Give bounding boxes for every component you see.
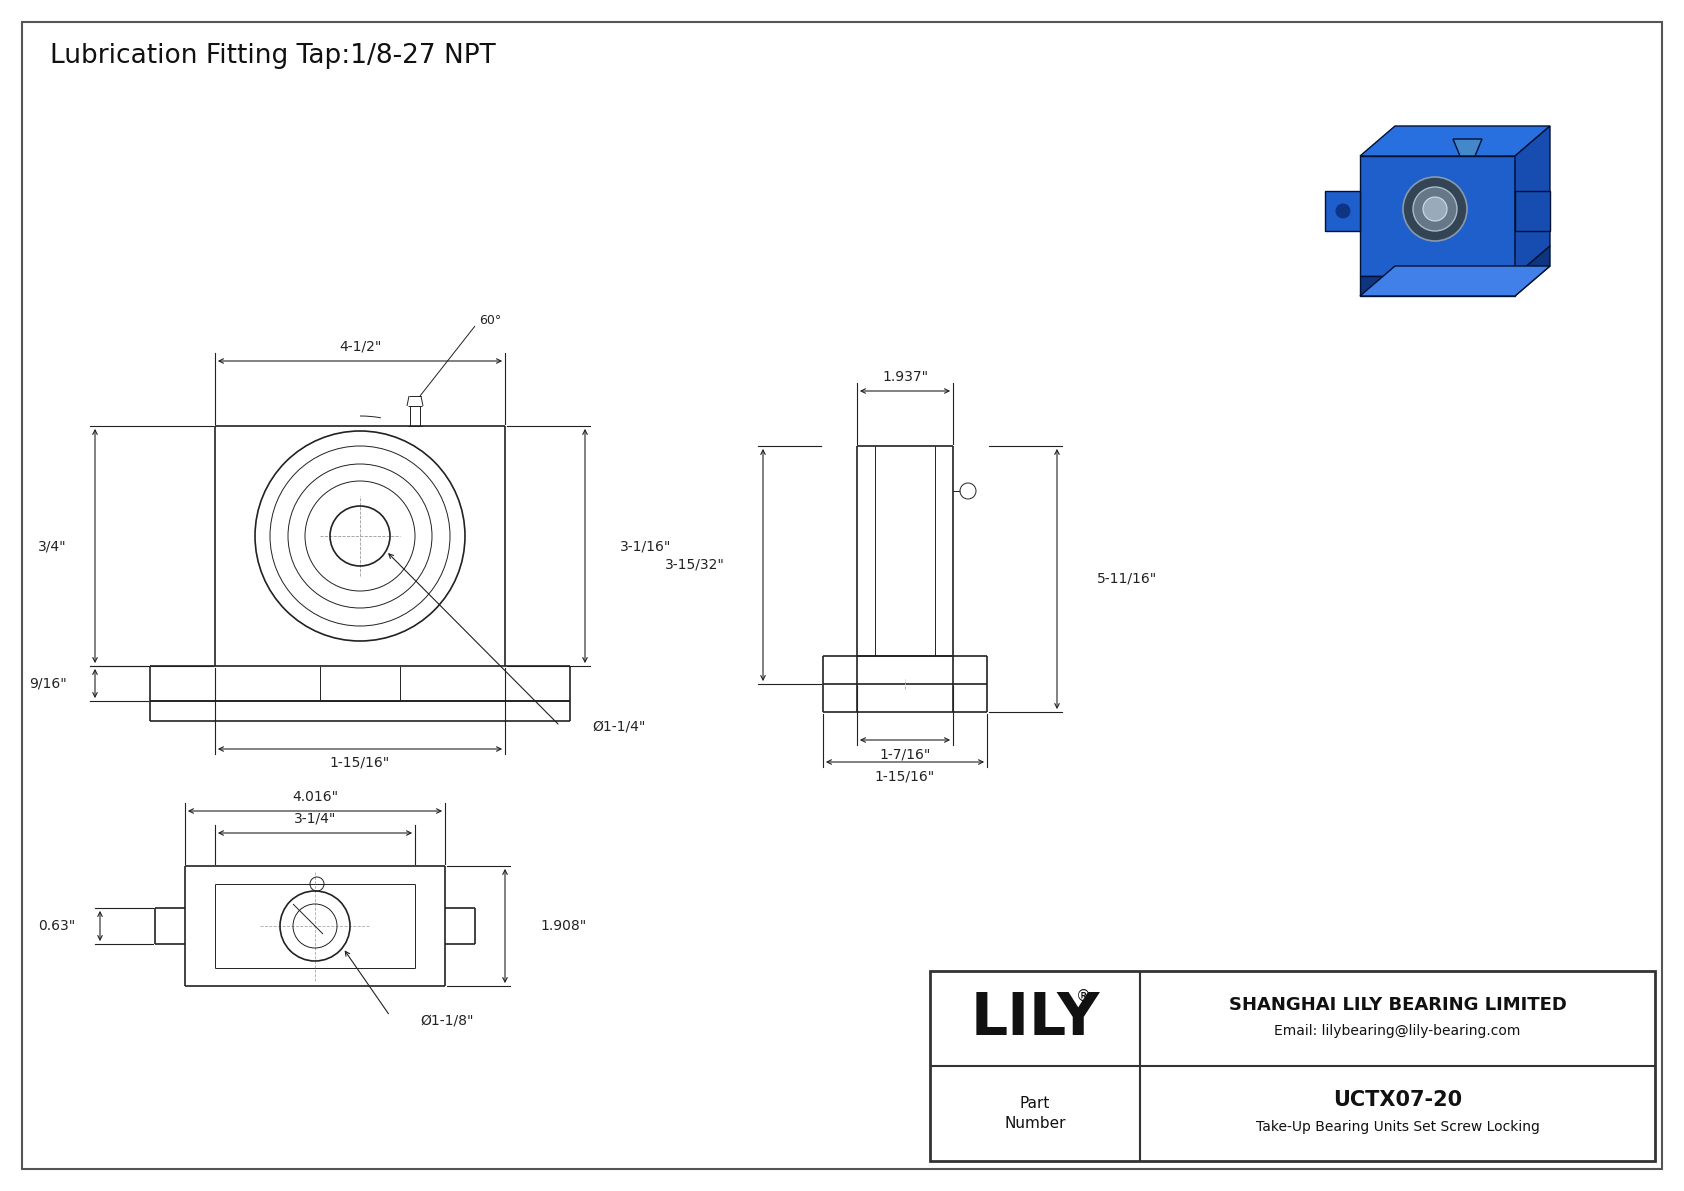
Text: Lubrication Fitting Tap:1/8-27 NPT: Lubrication Fitting Tap:1/8-27 NPT xyxy=(51,43,495,69)
Text: UCTX07-20: UCTX07-20 xyxy=(1334,1090,1462,1110)
Polygon shape xyxy=(1361,156,1516,276)
Text: 9/16": 9/16" xyxy=(29,676,67,691)
Text: Take-Up Bearing Units Set Screw Locking: Take-Up Bearing Units Set Screw Locking xyxy=(1256,1121,1539,1135)
Text: Ø1-1/8": Ø1-1/8" xyxy=(419,1014,473,1028)
Text: 1-15/16": 1-15/16" xyxy=(330,756,391,771)
Text: 0.63": 0.63" xyxy=(37,919,76,933)
Polygon shape xyxy=(1361,126,1549,156)
Text: 3/4": 3/4" xyxy=(39,540,67,553)
Polygon shape xyxy=(1516,191,1549,231)
Text: 3-15/32": 3-15/32" xyxy=(665,559,726,572)
Circle shape xyxy=(1403,177,1467,241)
Text: 1.937": 1.937" xyxy=(882,370,928,384)
Polygon shape xyxy=(1361,276,1516,297)
Polygon shape xyxy=(1516,247,1549,297)
Polygon shape xyxy=(1361,266,1549,297)
Text: 1-7/16": 1-7/16" xyxy=(879,747,931,761)
Circle shape xyxy=(1423,197,1447,222)
Text: 1.908": 1.908" xyxy=(541,919,586,933)
Circle shape xyxy=(1413,187,1457,231)
Circle shape xyxy=(1335,204,1351,218)
Text: Email: lilybearing@lily-bearing.com: Email: lilybearing@lily-bearing.com xyxy=(1275,1023,1521,1037)
Text: ®: ® xyxy=(1076,989,1091,1004)
Text: Part
Number: Part Number xyxy=(1004,1096,1066,1131)
Text: Ø1-1/4": Ø1-1/4" xyxy=(593,719,645,732)
Text: LILY: LILY xyxy=(970,990,1100,1047)
Polygon shape xyxy=(1325,191,1361,231)
Text: 4.016": 4.016" xyxy=(291,790,338,804)
Text: SHANGHAI LILY BEARING LIMITED: SHANGHAI LILY BEARING LIMITED xyxy=(1229,996,1566,1014)
Text: 60°: 60° xyxy=(478,314,502,328)
Text: 3-1/4": 3-1/4" xyxy=(293,812,337,827)
Polygon shape xyxy=(1453,139,1482,156)
Text: 1-15/16": 1-15/16" xyxy=(876,769,935,782)
Text: 4-1/2": 4-1/2" xyxy=(338,339,381,354)
Text: 3-1/16": 3-1/16" xyxy=(620,540,672,553)
Text: 5-11/16": 5-11/16" xyxy=(1096,572,1157,586)
Polygon shape xyxy=(1516,126,1549,276)
